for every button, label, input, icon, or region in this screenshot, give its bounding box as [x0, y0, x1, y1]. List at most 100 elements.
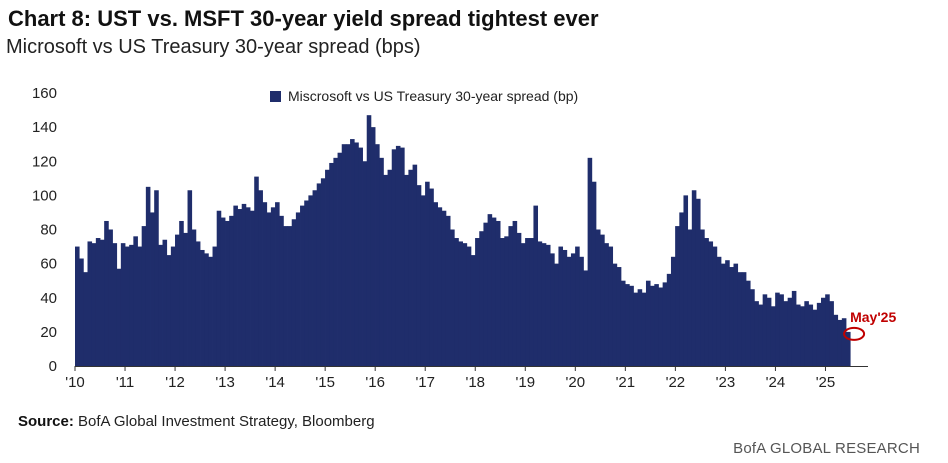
x-tick-label: '10 [65, 374, 85, 391]
spread-bar [670, 256, 676, 366]
spread-bar [395, 145, 401, 366]
y-tick-label: 100 [32, 187, 57, 204]
spread-bar [204, 253, 209, 366]
spread-bar [470, 255, 476, 366]
spread-bar [412, 164, 418, 366]
spread-bar [141, 226, 147, 366]
spread-bar [91, 243, 97, 366]
spread-bar [258, 190, 263, 366]
spread-bar [325, 169, 330, 366]
spread-bar [662, 282, 668, 366]
spread-bar [104, 220, 109, 366]
spread-bar [362, 161, 368, 366]
spread-bar [95, 238, 101, 366]
spread-bar [166, 255, 172, 366]
spread-bar [500, 238, 505, 366]
spread-bar [404, 174, 409, 366]
x-tick-label: '19 [516, 374, 536, 391]
spread-bar [562, 249, 568, 366]
spread-bar [779, 294, 784, 366]
spread-bar [379, 157, 384, 366]
spread-bar [250, 210, 255, 366]
spread-bar [720, 263, 726, 367]
may25-annotation-label: May'25 [850, 309, 896, 325]
spread-bar [666, 273, 672, 366]
spread-bar [729, 267, 734, 366]
spread-bar [200, 249, 205, 366]
spread-bar [437, 207, 443, 366]
spread-bar [758, 304, 764, 366]
spread-bar [308, 195, 313, 367]
spread-bar [704, 238, 709, 366]
spread-bar [350, 139, 355, 366]
spread-bar [466, 246, 472, 366]
spread-bar [287, 226, 293, 366]
spread-bar [420, 195, 426, 367]
spread-bar [158, 244, 163, 366]
spread-bar [508, 226, 513, 366]
spread-bar [475, 238, 480, 366]
spread-bar [541, 243, 547, 366]
spread-bar [691, 190, 697, 366]
spread-bar [279, 215, 284, 366]
spread-bar [370, 127, 376, 367]
spread-bar [558, 246, 564, 366]
spread-bar [195, 241, 201, 366]
spread-bar [525, 238, 530, 366]
spread-bar [358, 147, 363, 366]
x-tick-label: '24 [766, 374, 786, 391]
spread-bar [841, 318, 847, 366]
spread-bar [270, 207, 276, 366]
spread-bar [816, 302, 822, 366]
y-tick-label: 40 [40, 290, 57, 307]
spread-bar [620, 280, 626, 366]
spread-bar [137, 246, 143, 366]
x-tick-label: '22 [666, 374, 686, 391]
spread-bar [262, 202, 268, 366]
y-tick-label: 20 [40, 324, 57, 341]
spread-bar [645, 280, 651, 366]
spread-bar [333, 157, 338, 366]
x-tick-label: '25 [816, 374, 836, 391]
spread-bar [433, 202, 438, 366]
spread-bar [254, 176, 259, 366]
spread-bar [512, 220, 518, 366]
spread-bar [391, 149, 397, 366]
spread-bar [537, 241, 543, 366]
spread-bar [725, 260, 730, 366]
spread-bar [116, 268, 122, 366]
spread-bar [804, 301, 809, 366]
spread-bar [179, 220, 184, 366]
spread-bar [229, 215, 234, 366]
spread-bar [716, 256, 722, 366]
spread-bar [445, 215, 451, 366]
spread-bar [462, 243, 468, 366]
spread-bar [233, 205, 238, 366]
spread-bar [245, 207, 251, 366]
spread-bar [791, 290, 797, 366]
spread-bar [833, 314, 839, 366]
brand-footer: BofA GLOBAL RESEARCH [733, 440, 920, 457]
spread-bar [629, 285, 634, 366]
spread-bar [183, 232, 188, 366]
spread-bar [737, 272, 743, 366]
spread-bar [425, 181, 430, 366]
x-tick-label: '21 [616, 374, 636, 391]
spread-bar [745, 280, 751, 366]
spread-bar [387, 169, 393, 366]
spread-bar [304, 200, 309, 366]
spread-bar [550, 253, 555, 366]
spread-bar [400, 147, 405, 366]
spread-bar [225, 220, 230, 366]
spread-bar [633, 292, 639, 366]
spread-bar [312, 190, 318, 366]
spread-bar [679, 212, 684, 366]
spread-bar [133, 236, 138, 366]
spread-bar [495, 220, 501, 366]
spread-bar [554, 263, 559, 367]
spread-bar [587, 157, 593, 366]
spread-bar [837, 319, 843, 366]
spread-bar [754, 301, 759, 366]
y-tick-label: 60 [40, 256, 57, 273]
